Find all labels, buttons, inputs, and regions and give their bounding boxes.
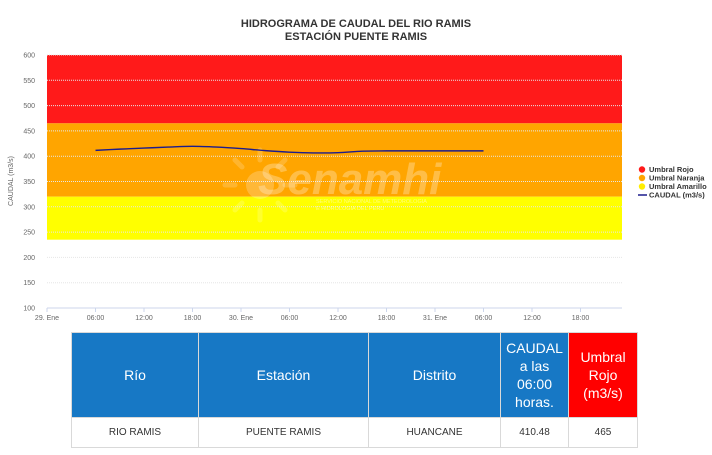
y-tick-label-7: 450 [23, 128, 35, 135]
threshold-bands [47, 55, 622, 240]
header-rio: Río [71, 332, 199, 418]
y-axis-ticks: 100 150 200 250 300 350 400 450 500 550 600 [23, 53, 35, 313]
cell-distrito: HUANCANE [368, 417, 501, 448]
chart-title: HIDROGRAMA DE CAUDAL DEL RIO RAMIS [241, 18, 471, 30]
band-2 [47, 196, 622, 240]
x-tick-label-1: 06:00 [87, 315, 105, 322]
x-axis-ticks: 29. Ene 06:00 12:00 18:00 30. Ene 06:00 12:00 1… [35, 308, 589, 322]
cell-estacion: PUENTE RAMIS [198, 417, 369, 448]
senamhi-watermark: Senamhi SERVICIO NACIONAL DE METEOROLOGI… [222, 147, 442, 223]
cell-rio: RIO RAMIS [71, 417, 199, 448]
x-tick-label-8: 31. Ene [423, 315, 447, 322]
series-lines [95, 145, 484, 154]
x-tick-label-0: 29. Ene [35, 315, 59, 322]
watermark-text: Senamhi [258, 155, 442, 204]
legend-item-1: Umbral Naranja [649, 174, 705, 183]
x-tick-label-9: 06:00 [475, 315, 493, 322]
header-umbral-rojo: Umbral Rojo (m3/s) [568, 332, 638, 418]
header-caudal: CAUDAL a las 06:00 horas. [500, 332, 569, 418]
watermark-line1: SERVICIO NACIONAL DE METEOROLOGIA [316, 199, 427, 205]
y-tick-label-5: 350 [23, 179, 35, 186]
y-tick-label-6: 400 [23, 154, 35, 161]
table-row: RIO RAMIS PUENTE RAMIS HUANCANE 410.48 4… [71, 417, 638, 448]
y-tick-label-3: 250 [23, 230, 35, 237]
x-tick-label-5: 06:00 [281, 315, 299, 322]
legend-marker-1 [638, 174, 646, 182]
hydrograph-chart: HIDROGRAMA DE CAUDAL DEL RIO RAMIS ESTAC… [8, 18, 707, 322]
table-header-row: Río Estación Distrito CAUDAL a las 06:00… [71, 332, 638, 418]
y-tick-label-1: 150 [23, 280, 35, 287]
legend-marker-0 [638, 166, 646, 173]
y-tick-label-0: 100 [23, 306, 35, 313]
chart-subtitle: ESTACIÓN PUENTE RAMIS [285, 30, 427, 43]
x-tick-label-6: 12:00 [329, 315, 347, 322]
band-1 [47, 123, 622, 197]
grid-lines [47, 54, 622, 309]
y-tick-label-4: 300 [23, 204, 35, 211]
x-tick-label-7: 18:00 [378, 315, 396, 322]
x-tick-label-11: 18:00 [572, 315, 590, 322]
series-line-0 [95, 145, 484, 154]
y-axis-label: CAUDAL (m3/s) [8, 156, 15, 206]
legend-marker-2 [638, 183, 646, 190]
y-tick-label-8: 500 [23, 103, 35, 110]
cell-caudal: 410.48 [500, 417, 569, 448]
y-tick-label-2: 200 [23, 255, 35, 262]
band-0 [47, 55, 622, 124]
x-tick-label-10: 12:00 [523, 315, 541, 322]
legend-series-0: CAUDAL (m3/s) [649, 191, 705, 200]
station-info-table: Río Estación Distrito CAUDAL a las 06:00… [71, 332, 638, 448]
watermark-line2: E HIDROLOGIA DEL PERU [316, 206, 384, 212]
header-estacion: Estación [198, 332, 369, 418]
legend-item-0: Umbral Rojo [649, 165, 694, 174]
x-tick-label-3: 18:00 [184, 315, 202, 322]
x-tick-label-2: 12:00 [135, 315, 153, 322]
sun-logo-icon [222, 147, 298, 223]
y-tick-label-9: 550 [23, 78, 35, 85]
x-tick-label-4: 30. Ene [229, 315, 253, 322]
legend-item-2: Umbral Amarillo [649, 182, 707, 191]
y-tick-label-10: 600 [23, 53, 35, 60]
header-distrito: Distrito [368, 332, 501, 418]
cell-umbral-rojo: 465 [568, 417, 638, 448]
